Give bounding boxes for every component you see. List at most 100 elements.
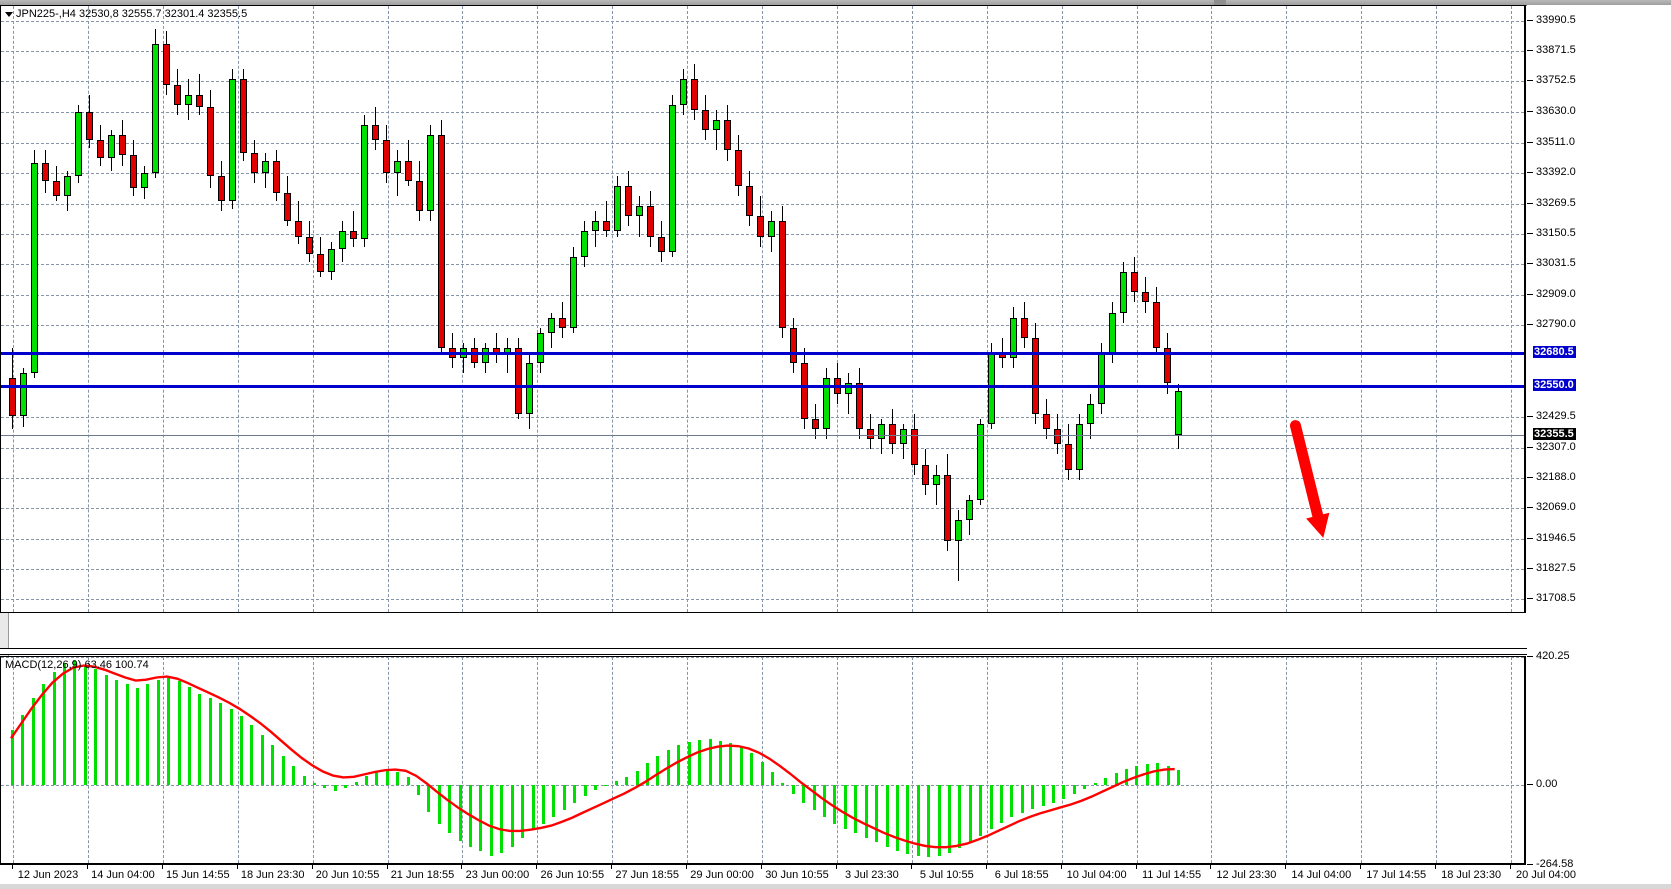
candle-wick xyxy=(353,211,354,247)
candlestick xyxy=(262,6,269,612)
time-gridline xyxy=(162,6,164,612)
macd-histogram-bar xyxy=(864,784,868,838)
pane-separator[interactable] xyxy=(0,648,1671,655)
macd-histogram-bar xyxy=(812,784,816,811)
time-gridline xyxy=(387,6,389,612)
candlestick xyxy=(746,6,753,612)
axis-tick-mark xyxy=(1527,111,1533,113)
macd-histogram-bar xyxy=(312,783,316,785)
candle-wick xyxy=(936,464,937,506)
price-axis-tick: 33511.0 xyxy=(1527,136,1671,148)
candle-body xyxy=(878,424,885,440)
candle-body xyxy=(625,185,632,217)
candlestick xyxy=(735,6,742,612)
time-axis-label: 14 Jun 04:00 xyxy=(91,869,155,881)
macd-indicator-pane[interactable]: MACD(12,26,9) 63.46 100.74 xyxy=(0,656,1526,864)
macd-histogram-bar xyxy=(83,664,87,785)
axis-tick-mark xyxy=(1527,141,1533,143)
candle-body xyxy=(526,363,533,414)
candle-body xyxy=(1010,317,1017,359)
macd-histogram-bar xyxy=(364,776,368,785)
macd-histogram-bar xyxy=(479,784,483,852)
time-gridline xyxy=(13,6,14,612)
candle-body xyxy=(284,193,291,222)
triangle-down-icon[interactable] xyxy=(5,11,13,17)
candlestick xyxy=(130,6,137,612)
status-strip xyxy=(0,884,1671,889)
bearish-arrow[interactable] xyxy=(1289,420,1330,538)
macd-histogram-bar xyxy=(1124,768,1128,785)
price-axis-tick: 33630.0 xyxy=(1527,105,1671,117)
candlestick xyxy=(416,6,423,612)
price-level-line[interactable] xyxy=(1,385,1524,388)
axis-tick-mark xyxy=(1527,415,1533,417)
candlestick xyxy=(108,6,115,612)
macd-histogram-bar xyxy=(1114,773,1118,785)
macd-histogram-bar xyxy=(947,784,951,853)
candlestick xyxy=(251,6,258,612)
time-axis-tick-mark xyxy=(835,865,837,869)
price-axis-label: 31946.5 xyxy=(1536,531,1576,544)
current-price-badge[interactable]: 32355.5 xyxy=(1533,428,1576,441)
price-axis-label: 32307.0 xyxy=(1536,440,1576,453)
candlestick xyxy=(724,6,731,612)
candle-body xyxy=(724,120,731,151)
macd-histogram-bar xyxy=(781,783,785,785)
price-level-badge[interactable]: 32680.5 xyxy=(1533,345,1576,358)
macd-histogram-bar xyxy=(240,716,244,785)
time-axis-label: 29 Jun 00:00 xyxy=(690,869,754,881)
price-level-line[interactable] xyxy=(1,351,1524,355)
macd-time-gridline xyxy=(1286,657,1288,863)
price-chart-pane[interactable]: JPN225-,H4 32530,8 32555.7 32301.4 32355… xyxy=(0,5,1526,613)
time-axis-tick-mark xyxy=(1510,865,1511,869)
price-axis[interactable]: 33990.5 33871.5 33752.5 33630.0 33511.0 33392… xyxy=(1527,5,1671,870)
candle-body xyxy=(53,180,60,196)
candlestick xyxy=(911,6,918,612)
macd-histogram-bar xyxy=(937,784,941,856)
time-gridline xyxy=(312,6,314,612)
candlestick xyxy=(1032,6,1039,612)
macd-histogram-bar xyxy=(604,784,608,786)
price-level-badge[interactable]: 32550.0 xyxy=(1533,379,1576,391)
macd-histogram-bar xyxy=(1156,763,1160,785)
candle-body xyxy=(570,256,577,328)
candle-body xyxy=(1109,312,1116,354)
macd-histogram-bar xyxy=(739,745,743,785)
candlestick xyxy=(933,6,940,612)
time-axis-label: 12 Jul 23:30 xyxy=(1216,869,1277,881)
price-axis-tick: 33150.5 xyxy=(1527,227,1671,239)
macd-histogram-bar xyxy=(614,780,618,785)
price-axis-tick: 31827.5 xyxy=(1527,562,1671,574)
time-gridline xyxy=(1211,6,1213,612)
macd-histogram-bar xyxy=(167,677,171,785)
axis-tick-mark xyxy=(1527,171,1533,173)
time-axis-tick-mark xyxy=(236,865,238,869)
macd-histogram-bar xyxy=(677,745,681,785)
price-axis-tick: 32429.5 xyxy=(1527,410,1671,422)
macd-time-gridline xyxy=(237,657,239,863)
macd-histogram-bar xyxy=(271,745,275,785)
macd-time-gridline xyxy=(87,657,89,863)
time-axis-label: 17 Jul 14:55 xyxy=(1366,869,1427,881)
price-axis-label: 31827.5 xyxy=(1536,562,1576,575)
candle-body xyxy=(669,104,676,252)
candlestick xyxy=(207,6,214,612)
candlestick xyxy=(790,6,797,612)
macd-histogram-bar xyxy=(260,734,264,785)
price-axis-tick: 32909.0 xyxy=(1527,288,1671,300)
macd-histogram-bar xyxy=(646,763,650,785)
candlestick xyxy=(328,6,335,612)
macd-histogram-bar xyxy=(989,784,993,829)
macd-histogram-bar xyxy=(573,784,577,803)
candlestick xyxy=(1010,6,1017,612)
time-axis-tick-mark xyxy=(1435,865,1437,869)
price-axis-label: 32069.0 xyxy=(1536,500,1576,513)
macd-histogram-bar xyxy=(354,781,358,785)
time-gridline xyxy=(237,6,239,612)
macd-axis-label: 420.25 xyxy=(1536,650,1570,662)
candlestick xyxy=(999,6,1006,612)
time-axis-tick-mark xyxy=(761,865,762,869)
scrollbar-thumb[interactable] xyxy=(1214,0,1226,5)
candlestick xyxy=(966,6,973,612)
macd-histogram-bar xyxy=(854,784,858,834)
